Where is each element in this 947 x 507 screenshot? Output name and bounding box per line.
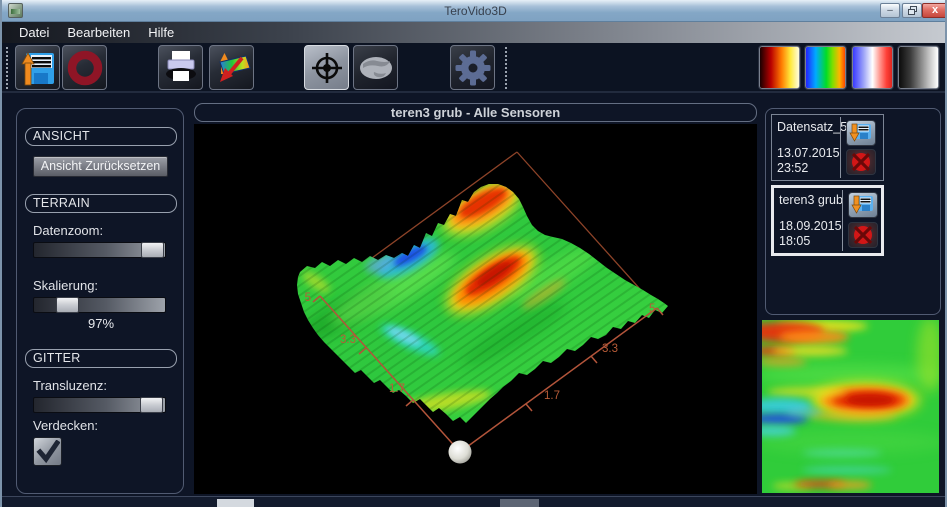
dataset-divider (840, 117, 841, 178)
target-icon (311, 52, 342, 83)
menu-hilfe[interactable]: Hilfe (148, 25, 175, 40)
dataset-name: teren3 grub (779, 193, 843, 207)
colormap-export-button[interactable] (209, 45, 254, 90)
dataset-item-2-selected[interactable]: teren3 grub 18.09.2015 18:05 (771, 185, 884, 256)
datenzoom-slider[interactable] (33, 242, 166, 258)
restore-button[interactable] (902, 3, 922, 18)
dataset-item-1[interactable]: Datensatz_5 13.07.2015 23:52 (771, 114, 884, 181)
taskbar-artifact (500, 499, 539, 507)
checkmark-icon (35, 439, 60, 463)
sidebar-panel: ANSICHT Ansicht Zurücksetzen TERRAIN Dat… (16, 108, 184, 494)
toolbar-grip[interactable] (6, 47, 8, 89)
dataset-panel: Datensatz_5 13.07.2015 23:52 (765, 108, 941, 315)
reset-view-button[interactable]: Ansicht Zurücksetzen (33, 156, 168, 177)
save-icon (20, 51, 54, 85)
print-button[interactable] (158, 45, 203, 90)
terrain-3d-plot: 5 3.3 1.7 1.7 3.3 5 0 0 (297, 151, 668, 464)
colormap-bluewhitered-button[interactable] (851, 45, 894, 90)
dataset-delete-button[interactable] (846, 149, 876, 175)
transluzenz-slider-handle[interactable] (140, 397, 164, 413)
globe-icon (359, 56, 392, 79)
window-title: TeroVido3D (444, 4, 507, 18)
terrain-3d-view[interactable]: 5 3.3 1.7 1.7 3.3 5 0 0 (194, 124, 757, 494)
heatmap-image (744, 317, 945, 493)
save-button[interactable] (15, 45, 60, 90)
dataset-divider (842, 190, 843, 251)
datenzoom-label: Datenzoom: (33, 223, 104, 238)
colormap-rainbow-button[interactable] (804, 45, 847, 90)
transluzenz-label: Transluzenz: (33, 378, 107, 393)
axis-tick-left-3-3: 3.3 (340, 334, 356, 346)
axis-tick-right-5: 5 (649, 303, 655, 315)
group-ansicht: ANSICHT (25, 127, 177, 146)
skalierung-slider-handle[interactable] (56, 297, 80, 313)
record-button[interactable] (62, 45, 107, 90)
record-icon (67, 50, 102, 85)
globe-button[interactable] (353, 45, 398, 90)
target-button[interactable] (304, 45, 349, 90)
save-dataset-icon (851, 195, 873, 214)
colormap-grayscale-button[interactable] (897, 45, 940, 90)
colormap-export-icon (218, 52, 251, 82)
viewer-title: teren3 grub - Alle Sensoren (194, 103, 757, 122)
dataset-time: 23:52 (777, 161, 809, 175)
terrain-surface (297, 184, 668, 423)
skalierung-label: Skalierung: (33, 278, 99, 293)
dataset-save-button[interactable] (848, 192, 878, 218)
save-dataset-icon (849, 123, 871, 142)
app-icon (8, 3, 23, 18)
axes-front (312, 295, 664, 453)
skalierung-slider[interactable] (33, 297, 166, 313)
heatmap-2d-view[interactable] (744, 317, 945, 493)
minimize-button[interactable]: – (880, 3, 900, 18)
restore-icon (907, 6, 917, 15)
toolbar (2, 43, 945, 93)
dataset-date: 13.07.2015 (777, 146, 840, 160)
axis-tick-left-5: 5 (305, 292, 311, 304)
menu-datei[interactable]: Datei (19, 25, 50, 40)
group-gitter: GITTER (25, 349, 177, 368)
dataset-delete-button[interactable] (848, 222, 878, 248)
dataset-save-button[interactable] (846, 120, 876, 146)
group-terrain: TERRAIN (25, 194, 177, 213)
verdecken-checkbox[interactable] (33, 437, 62, 466)
delete-icon (853, 225, 873, 245)
axis-tick-right-1-7: 1.7 (544, 390, 560, 402)
datenzoom-slider-handle[interactable] (141, 242, 165, 258)
dataset-name: Datensatz_5 (777, 120, 848, 134)
close-button[interactable]: x (922, 3, 945, 18)
verdecken-label: Verdecken: (33, 418, 99, 433)
print-icon (165, 50, 196, 81)
dataset-date: 18.09.2015 (779, 219, 842, 233)
dataset-time: 18:05 (779, 234, 811, 248)
skalierung-value: 97% (87, 316, 115, 331)
axis-tick-right-3-3: 3.3 (602, 343, 618, 355)
menu-bearbeiten[interactable]: Bearbeiten (67, 25, 131, 40)
menubar: Datei Bearbeiten Hilfe (2, 22, 945, 43)
titlebar: TeroVido3D – x (2, 0, 945, 22)
settings-button[interactable] (450, 45, 495, 90)
delete-icon (851, 152, 871, 172)
colormap-hot-button[interactable] (758, 45, 801, 90)
taskbar-artifact (217, 499, 254, 507)
transluzenz-slider[interactable] (33, 397, 166, 413)
toolbar-separator (505, 47, 507, 89)
axis-tick-left-1-7: 1.7 (389, 383, 405, 395)
settings-gear-icon (455, 50, 490, 85)
window-bottom-frame (2, 496, 945, 507)
origin-sphere[interactable] (448, 440, 472, 464)
